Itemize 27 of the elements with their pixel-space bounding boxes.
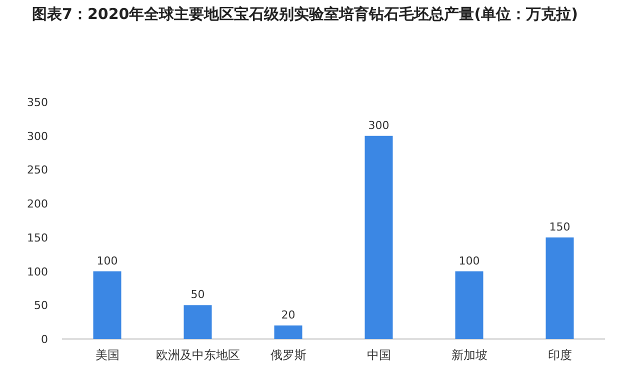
x-tick-label: 新加坡 — [451, 348, 488, 362]
x-tick-label: 中国 — [366, 348, 391, 362]
y-tick-label: 250 — [27, 164, 48, 177]
data-label: 150 — [549, 220, 570, 234]
y-tick-label: 350 — [27, 96, 48, 109]
y-tick-label: 50 — [34, 299, 48, 312]
bar — [184, 305, 212, 339]
chart-title: 图表7：2020年全球主要地区宝石级别实验室培育钻石毛坯总产量(单位：万克拉) — [31, 4, 579, 24]
y-tick-label: 100 — [27, 265, 48, 278]
data-label: 20 — [281, 308, 296, 322]
y-tick-label: 200 — [27, 198, 48, 211]
bar — [274, 325, 302, 339]
bar — [93, 271, 122, 339]
x-tick-label: 俄罗斯 — [270, 348, 306, 362]
bar — [364, 136, 393, 339]
data-label: 100 — [458, 254, 480, 268]
y-tick-label: 0 — [41, 333, 48, 346]
bar — [546, 237, 574, 339]
x-tick-label: 美国 — [95, 348, 120, 362]
y-tick-label: 150 — [27, 231, 48, 244]
data-label: 300 — [368, 118, 390, 132]
y-tick-label: 300 — [27, 130, 48, 143]
x-tick-label: 欧洲及中东地区 — [156, 348, 240, 362]
x-tick-label: 印度 — [548, 348, 572, 362]
data-label: 50 — [190, 288, 205, 302]
bar — [455, 271, 484, 339]
data-label: 100 — [96, 254, 118, 268]
